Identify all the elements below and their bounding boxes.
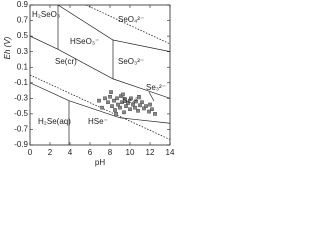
data-point	[108, 94, 112, 99]
x-tick-label: 8	[108, 148, 113, 157]
data-point	[121, 92, 125, 97]
region-label: HSe⁻	[88, 117, 108, 126]
data-point	[134, 99, 138, 104]
region-label: SeO₄²⁻	[118, 15, 144, 24]
plot-frame	[29, 4, 171, 146]
x-tick-label: 2	[48, 148, 53, 157]
x-tick-label: 12	[146, 148, 155, 157]
data-point	[120, 100, 124, 105]
region-label: SeO₃²⁻	[118, 57, 144, 66]
data-point	[140, 100, 144, 105]
y-axis-label: Eh (V)	[3, 36, 12, 59]
data-point	[144, 104, 148, 108]
data-point	[103, 96, 107, 101]
y-tick-label: 0.5	[17, 31, 29, 40]
data-point	[147, 109, 151, 114]
data-point	[122, 110, 126, 115]
boundary-line	[85, 5, 170, 45]
data-point	[118, 105, 122, 110]
data-point	[148, 102, 152, 107]
data-point	[128, 107, 132, 112]
data-point	[133, 105, 137, 110]
data-point	[126, 101, 130, 105]
boundary-line	[30, 35, 170, 99]
y-tick-label: -0.1	[14, 78, 28, 87]
x-tick-label: 4	[68, 148, 73, 157]
region-label: H₂SeO₃	[32, 10, 60, 19]
y-tick-label: 0.9	[17, 0, 29, 9]
data-point	[123, 98, 127, 102]
data-point	[115, 96, 119, 101]
chart: pH Eh (V) 0 2 4 6 8 10 12 14 -0.9 -0.7 -0.5 -0.3 -0.…	[3, 0, 175, 167]
region-label: Se₃²⁻	[146, 83, 166, 92]
data-point	[110, 104, 114, 108]
data-point	[150, 107, 154, 112]
data-point	[124, 104, 128, 108]
data-point	[142, 106, 146, 111]
data-point	[129, 96, 133, 101]
y-tick-label: -0.9	[14, 140, 28, 149]
data-point	[113, 108, 117, 112]
data-point	[106, 100, 110, 105]
arrow	[148, 91, 155, 102]
y-tick-label: 0.3	[17, 47, 29, 56]
data-point	[100, 105, 104, 110]
data-point	[137, 94, 141, 99]
region-label: Se(cr)	[55, 57, 77, 66]
region-label: H₂Se(aq)	[38, 117, 71, 126]
y-tick-label: 0.1	[17, 62, 29, 71]
x-tick-label: 14	[166, 148, 175, 157]
y-tick-label: -0.5	[14, 109, 28, 118]
x-tick-label: 6	[88, 148, 93, 157]
data-point	[136, 108, 140, 113]
data-point	[116, 102, 120, 107]
y-tick-label: -0.7	[14, 125, 28, 134]
data-point	[114, 112, 118, 116]
data-point	[131, 102, 135, 107]
data-point	[138, 103, 142, 108]
plot-area	[30, 5, 170, 145]
boundary-line	[30, 82, 170, 124]
data-point	[112, 98, 116, 103]
data-point	[153, 112, 157, 116]
y-tick-label: 0.7	[17, 16, 29, 25]
region-label: Se₄²⁻	[122, 96, 142, 105]
data-point	[97, 98, 101, 103]
x-tick-label: 10	[126, 148, 135, 157]
data-point	[109, 90, 113, 94]
x-tick-label: 0	[28, 148, 33, 157]
region-label: HSeO₃⁻	[70, 37, 99, 46]
y-tick-label: -0.3	[14, 93, 28, 102]
x-axis-label: pH	[95, 158, 105, 167]
